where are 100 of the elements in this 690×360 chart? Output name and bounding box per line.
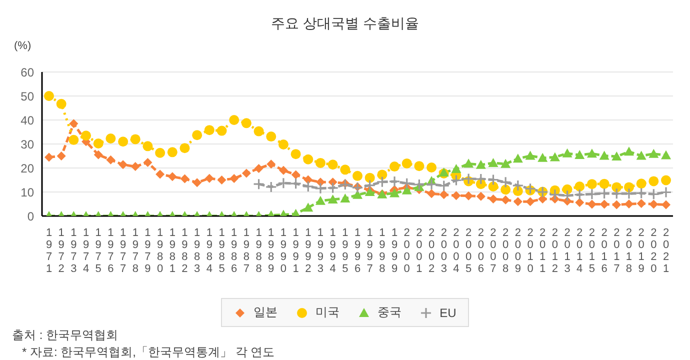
- point: [118, 160, 128, 170]
- legend-label: 일본: [254, 304, 278, 321]
- point: [156, 170, 165, 179]
- point: [501, 195, 510, 204]
- point: [106, 155, 116, 164]
- point: [488, 194, 498, 204]
- x-tick-label: 1983: [194, 227, 200, 275]
- point: [278, 139, 288, 150]
- point: [612, 200, 622, 210]
- point: [648, 148, 659, 158]
- point: [500, 158, 511, 168]
- point: [192, 178, 202, 188]
- x-tick-label: 2001: [416, 227, 422, 275]
- point: [587, 200, 596, 209]
- point: [94, 150, 103, 160]
- point: [130, 134, 140, 144]
- x-tick-label: 1975: [95, 227, 102, 275]
- point: [413, 178, 425, 190]
- point: [648, 176, 659, 186]
- y-axis-title: (%): [14, 40, 32, 52]
- point: [44, 152, 54, 162]
- y-tick-label: 20: [20, 161, 34, 176]
- point: [118, 136, 128, 147]
- point: [426, 162, 437, 173]
- y-tick-label: 10: [20, 185, 34, 200]
- point: [242, 168, 251, 178]
- point: [390, 188, 400, 198]
- point: [291, 170, 300, 180]
- point: [487, 174, 500, 186]
- point: [462, 173, 474, 185]
- point: [68, 134, 79, 145]
- x-tick-label: 2018: [626, 227, 632, 275]
- point: [636, 150, 646, 160]
- point: [574, 150, 585, 160]
- x-tick-label: 1998: [379, 227, 386, 275]
- x-tick-label: 1996: [354, 227, 361, 275]
- point: [328, 160, 338, 170]
- point: [56, 98, 66, 109]
- x-tick-label: 2014: [576, 227, 583, 275]
- x-tick-label: 2017: [614, 227, 620, 275]
- point: [352, 190, 362, 199]
- x-tick-label: 1988: [256, 227, 262, 275]
- point: [304, 175, 313, 184]
- chart-title: 주요 상대국별 수출비율: [270, 15, 420, 33]
- x-tick-label: 1999: [391, 227, 398, 275]
- point: [512, 154, 523, 163]
- y-tick-label: 50: [20, 89, 34, 104]
- x-tick-label: 1974: [82, 227, 90, 275]
- point: [660, 186, 672, 198]
- x-tick-label: 2011: [540, 227, 546, 275]
- x-tick-label: 2004: [453, 227, 460, 275]
- x-tick-label: 2019: [638, 227, 644, 275]
- point: [254, 164, 264, 173]
- point: [500, 176, 512, 188]
- point: [314, 182, 326, 194]
- point: [302, 180, 314, 192]
- point: [352, 170, 362, 181]
- point: [610, 188, 622, 200]
- point: [364, 179, 376, 192]
- x-tick-label: 1993: [317, 227, 324, 275]
- x-tick-label: 1987: [243, 227, 250, 275]
- x-tick-label: 1995: [342, 227, 348, 275]
- x-tick-label: 2012: [552, 227, 558, 275]
- point: [254, 126, 264, 136]
- point: [216, 126, 227, 136]
- point: [230, 174, 239, 184]
- point: [525, 150, 536, 160]
- point: [550, 152, 560, 162]
- point: [598, 188, 610, 200]
- x-tick-label: 1985: [218, 227, 225, 275]
- point: [339, 178, 351, 190]
- point: [476, 160, 486, 169]
- y-tick-label: 60: [20, 65, 34, 80]
- x-tick-label: 2006: [478, 227, 484, 275]
- point: [402, 185, 412, 194]
- x-tick-label: 2009: [514, 227, 521, 275]
- point: [475, 173, 487, 185]
- point: [464, 191, 474, 200]
- point: [612, 182, 622, 192]
- point: [574, 181, 585, 192]
- x-tick-label: 2005: [465, 227, 472, 275]
- point: [106, 133, 116, 144]
- y-tick-label: 40: [20, 113, 34, 128]
- point: [180, 174, 190, 184]
- point: [526, 197, 535, 206]
- x-tick-label: 2020: [650, 227, 657, 275]
- point: [649, 200, 658, 209]
- point: [155, 148, 166, 158]
- point: [266, 132, 276, 142]
- x-tick-label: 2016: [601, 227, 608, 275]
- point: [265, 181, 277, 193]
- x-tick-label: 1981: [169, 227, 176, 275]
- point: [56, 152, 66, 160]
- x-tick-label: 1990: [280, 227, 287, 275]
- y-tick-label: 30: [20, 137, 34, 152]
- point: [513, 197, 522, 206]
- point: [500, 184, 511, 195]
- point: [377, 170, 388, 180]
- point: [574, 188, 586, 200]
- x-tick-label: 1997: [366, 227, 373, 275]
